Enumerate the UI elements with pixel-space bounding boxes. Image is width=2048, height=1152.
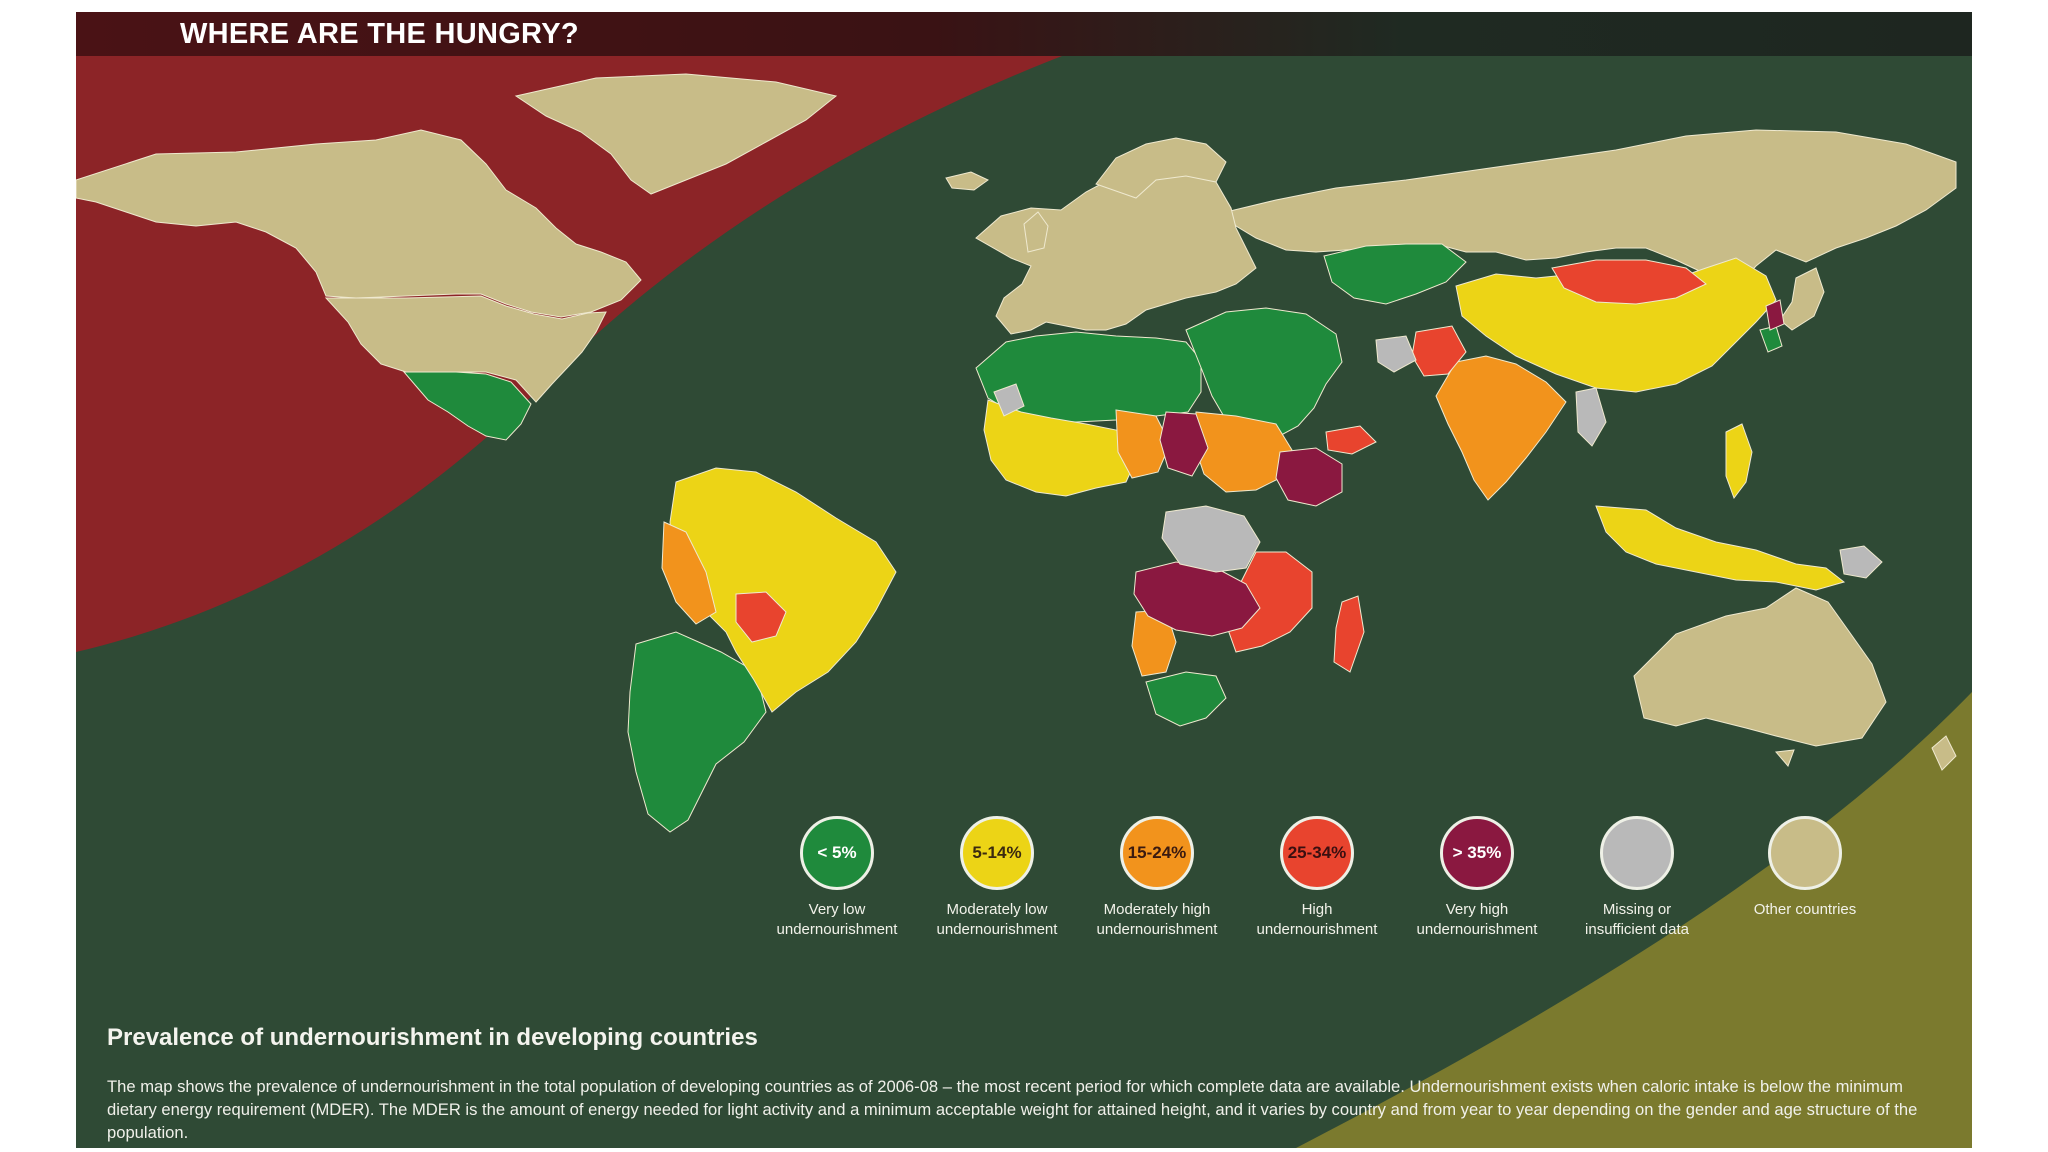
legend-swatch-missing [1600,816,1674,890]
new-zealand [1931,735,1957,771]
legend-swatch-moderately-low: 5-14% [960,816,1034,890]
yemen [1325,425,1377,455]
uk [1023,211,1049,253]
papua-new-guinea [1839,545,1883,579]
tasmania [1775,749,1795,767]
canada-alaska [76,129,642,318]
legend-swatch-very-low: < 5% [800,816,874,890]
legend-swatch-other [1768,816,1842,890]
western-sahara [993,383,1025,417]
west-africa [983,399,1137,497]
legend-swatch-moderately-high: 15-24% [1120,816,1194,890]
legend-swatch-high: 25-34% [1280,816,1354,890]
madagascar [1333,595,1365,673]
iceland [945,171,989,191]
legend-label-high: High undernourishment [1256,901,1378,938]
map-frame: WHERE ARE THE HUNGRY? [76,12,1972,1148]
legend-swatch-very-high: > 35% [1440,816,1514,890]
nigeria-niger [1115,409,1171,479]
ethiopia-eritrea [1275,447,1343,507]
legend-label-moderately-high: Moderately high undernourishment [1096,901,1218,938]
legend-item-moderately-low: 5-14% Moderately low undernourishment [922,816,1072,940]
peru-bolivia [661,521,717,625]
greenland [514,73,838,195]
drc-somalia [1161,505,1261,573]
kazakhstan [1323,243,1467,305]
world-map [76,73,1957,833]
mongolia [1551,259,1707,305]
legend-item-very-high: > 35% Very high undernourishment [1402,816,1552,940]
moderately-low-layer [669,257,1846,713]
australia [1633,587,1887,747]
myanmar-region [1575,387,1607,447]
chad-car [1159,411,1209,477]
other-countries-layer [76,73,1957,771]
legend-item-moderately-high: 15-24% Moderately high undernourishment [1082,816,1232,940]
moderately-high-layer [661,355,1567,677]
north-korea [1765,299,1785,331]
missing-data-layer [993,335,1883,579]
legend-label-other: Other countries [1753,901,1857,918]
legend-label-very-low: Very low undernourishment [776,901,898,938]
bolivia [735,591,787,643]
philippines [1725,423,1753,500]
olive-band [1296,692,1972,1148]
mexico [402,371,532,441]
legend-item-missing: Missing or insufficient data [1562,816,1712,940]
very-low-layer [402,243,1783,833]
high-layer [735,259,1707,673]
legend-label-moderately-low: Moderately low undernourishment [936,901,1058,938]
southeast-asia-islands [1595,505,1846,591]
legend-label-very-high: Very high undernourishment [1416,901,1538,938]
map-subtitle: Prevalence of undernourishment in develo… [107,1024,758,1051]
south-africa [1145,671,1227,727]
legend-item-other: Other countries [1730,816,1880,920]
title-bar: WHERE ARE THE HUNGRY? [76,12,1972,56]
india [1435,355,1567,501]
afghanistan-region [1375,335,1417,373]
legend-label-missing: Missing or insufficient data [1585,901,1689,938]
japan [1779,267,1825,331]
map-description: The map shows the prevalence of undernou… [107,1077,1918,1142]
legend-item-very-low: < 5% Very low undernourishment [762,816,912,940]
scandinavia [1095,137,1227,199]
turkey-iran-arabia [1185,307,1343,441]
argentina-chile [627,631,767,833]
legend-item-high: 25-34% High undernourishment [1242,816,1392,940]
usa [324,295,607,403]
page-title: WHERE ARE THE HUNGRY? [180,18,579,50]
